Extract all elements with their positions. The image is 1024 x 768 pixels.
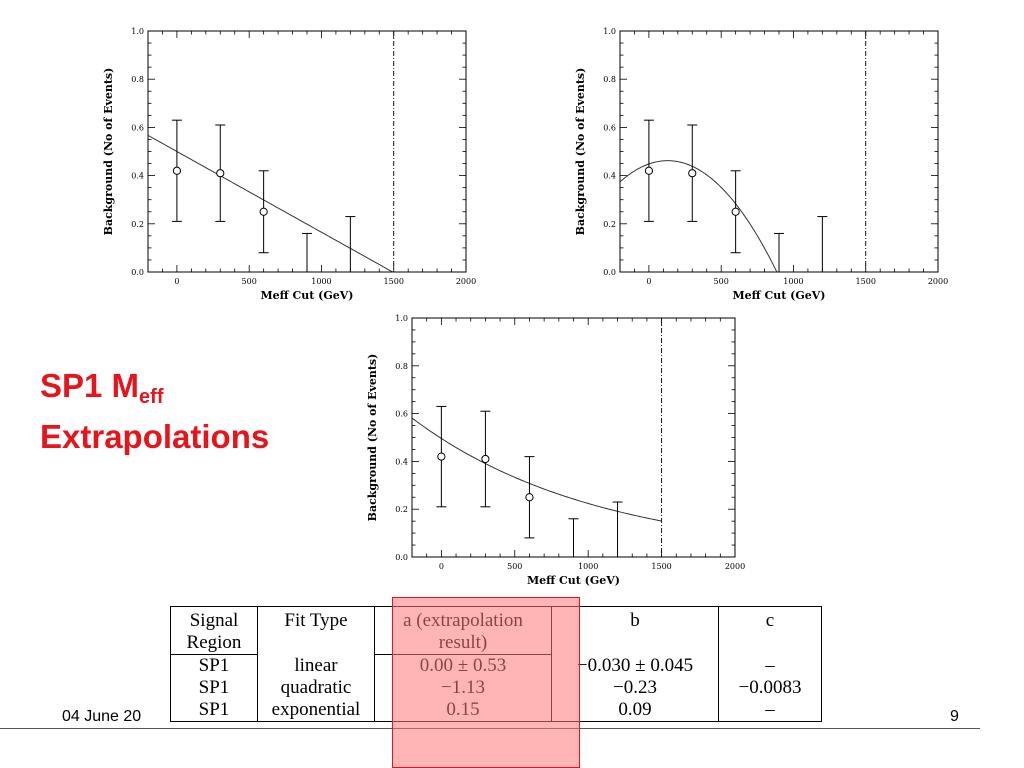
data-point xyxy=(437,452,446,461)
x-tick-label: 500 xyxy=(714,277,729,286)
y-tick-label: 0.0 xyxy=(395,553,408,562)
plot-linear-svg: 0 500 1000 1500 2000 0.0 0.2 0.4 0.6 0.8 1.0 Meff C… xyxy=(102,27,476,302)
table-row: SP1 linear 0.00 ± 0.53 −0.030 ± 0.045 – xyxy=(170,654,822,677)
y-axis-label: Background (No of Events) xyxy=(102,68,115,236)
cell-a: 0.15 xyxy=(374,699,552,722)
y-axis-label: Background (No of Events) xyxy=(366,354,379,522)
y-tick-label: 0.8 xyxy=(603,75,616,84)
cell-signal: SP1 xyxy=(170,699,258,722)
x-tick-label: 1500 xyxy=(856,277,876,286)
plot-exponential-svg: 0 500 1000 1500 2000 0.0 0.2 0.4 0.6 0.8 1.0 Meff C… xyxy=(366,314,745,587)
title-main: SP1 M xyxy=(40,367,140,404)
y-tick-label: 1.0 xyxy=(131,27,144,36)
y-tick-label: 0.6 xyxy=(131,123,144,132)
data-point xyxy=(731,207,740,216)
x-tick-label: 0 xyxy=(174,277,179,286)
data-point xyxy=(481,454,490,464)
y-tick-label: 0.0 xyxy=(131,268,144,277)
cell-b: −0.23 xyxy=(551,677,719,699)
x-tick-label: 1000 xyxy=(783,277,803,286)
fit-curve xyxy=(411,417,662,522)
y-tick-label: 0.2 xyxy=(395,505,408,514)
x-tick-label: 2000 xyxy=(456,277,476,286)
cell-fit: linear xyxy=(257,654,375,677)
cell-c: – xyxy=(718,699,822,722)
plot-linear-fit: 0 500 1000 1500 2000 0.0 0.2 0.4 0.6 0.8 1.0 Meff C… xyxy=(95,20,485,315)
y-tick-label: 0.2 xyxy=(603,220,616,229)
cell-b: −0.030 ± 0.045 xyxy=(551,654,719,677)
y-tick-label: 0.4 xyxy=(603,172,616,181)
header-signal: Signal xyxy=(170,606,258,632)
x-tick-label: 2000 xyxy=(725,562,745,571)
title-line-2: Extrapolations xyxy=(40,418,270,455)
title-line-1: SP1 Meff xyxy=(40,366,269,417)
data-point xyxy=(525,493,534,502)
y-tick-label: 0.0 xyxy=(603,268,616,277)
cell-a: 0.00 ± 0.53 xyxy=(374,654,552,677)
x-tick-label: 1000 xyxy=(311,277,331,286)
y-tick-label: 0.4 xyxy=(131,172,144,181)
cell-fit: quadratic xyxy=(257,677,375,699)
y-tick-label: 0.2 xyxy=(131,220,144,229)
cell-a: −1.13 xyxy=(374,677,552,699)
footer-divider xyxy=(0,728,980,729)
y-tick-label: 0.8 xyxy=(395,362,408,371)
cell-b: 0.09 xyxy=(551,699,719,722)
plot-quadratic-fit: 0 500 1000 1500 2000 0.0 0.2 0.4 0.6 0.8 1.0 Meff C… xyxy=(567,20,957,315)
page-number: 9 xyxy=(950,708,959,725)
y-tick-label: 1.0 xyxy=(603,27,616,36)
header-b: b xyxy=(551,606,719,655)
x-axis-label: Meff Cut (GeV) xyxy=(732,289,825,302)
data-point xyxy=(216,169,225,178)
footer-date: 04 June 20 xyxy=(62,708,142,725)
slide-title: SP1 Meff Extrapolations xyxy=(40,366,269,457)
header-signal-2: Region xyxy=(170,632,258,655)
data-point xyxy=(259,207,268,216)
y-tick-label: 0.6 xyxy=(603,123,616,132)
y-axis-label: Background (No of Events) xyxy=(574,68,587,236)
cell-fit: exponential xyxy=(257,699,375,722)
fit-curve xyxy=(147,134,394,273)
title-subscript: eff xyxy=(139,386,164,408)
x-tick-label: 1000 xyxy=(578,562,598,571)
results-table: Signal Fit Type a (extrapolation b c Reg… xyxy=(170,606,822,722)
y-tick-label: 1.0 xyxy=(395,314,408,323)
cell-signal: SP1 xyxy=(170,677,258,699)
plot-quadratic-svg: 0 500 1000 1500 2000 0.0 0.2 0.4 0.6 0.8 1.0 Meff C… xyxy=(574,27,948,302)
y-tick-label: 0.4 xyxy=(395,457,408,466)
table-row: SP1 quadratic −1.13 −0.23 −0.0083 xyxy=(170,677,822,699)
data-point xyxy=(644,166,654,175)
fit-curve xyxy=(619,160,778,273)
y-tick-label: 0.8 xyxy=(131,75,144,84)
plot-exponential-fit: 0 500 1000 1500 2000 0.0 0.2 0.4 0.6 0.8 1.0 Meff C… xyxy=(357,305,747,595)
header-a-2: result) xyxy=(374,632,552,655)
cell-c: −0.0083 xyxy=(718,677,822,699)
x-tick-label: 2000 xyxy=(928,277,948,286)
header-c: c xyxy=(718,606,822,655)
x-tick-label: 0 xyxy=(646,277,651,286)
header-a: a (extrapolation xyxy=(374,606,552,632)
x-axis-label: Meff Cut (GeV) xyxy=(527,574,620,587)
table-row: SP1 exponential 0.15 0.09 – xyxy=(170,699,822,722)
y-tick-label: 0.6 xyxy=(395,410,408,419)
x-axis-label: Meff Cut (GeV) xyxy=(260,289,353,302)
cell-c: – xyxy=(718,654,822,677)
x-tick-label: 1500 xyxy=(384,277,404,286)
data-point xyxy=(688,169,697,178)
data-point xyxy=(172,166,182,175)
x-tick-label: 500 xyxy=(507,562,522,571)
cell-signal: SP1 xyxy=(170,654,258,677)
x-tick-label: 0 xyxy=(439,562,444,571)
x-tick-label: 1500 xyxy=(651,562,671,571)
header-fit-type: Fit Type xyxy=(257,606,375,655)
x-tick-label: 500 xyxy=(242,277,257,286)
